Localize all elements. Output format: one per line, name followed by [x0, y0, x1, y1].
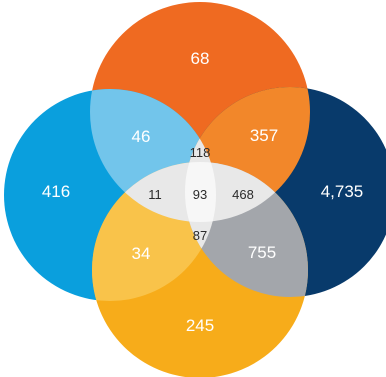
label-left-inner: 11 — [148, 187, 162, 202]
label-top-inner: 118 — [190, 145, 211, 160]
label-right-inner: 468 — [232, 187, 254, 202]
label-bottom-only: 245 — [186, 316, 214, 335]
label-bottom-inner: 87 — [193, 228, 207, 243]
label-top-only: 68 — [191, 49, 210, 68]
label-top-right: 357 — [250, 126, 278, 145]
label-bottom-left: 34 — [132, 244, 151, 263]
label-center: 93 — [193, 187, 207, 202]
label-bottom-right: 755 — [248, 243, 276, 262]
label-left-only: 416 — [42, 182, 70, 201]
label-top-left: 46 — [132, 127, 151, 146]
label-right-only: 4,735 — [321, 182, 364, 201]
